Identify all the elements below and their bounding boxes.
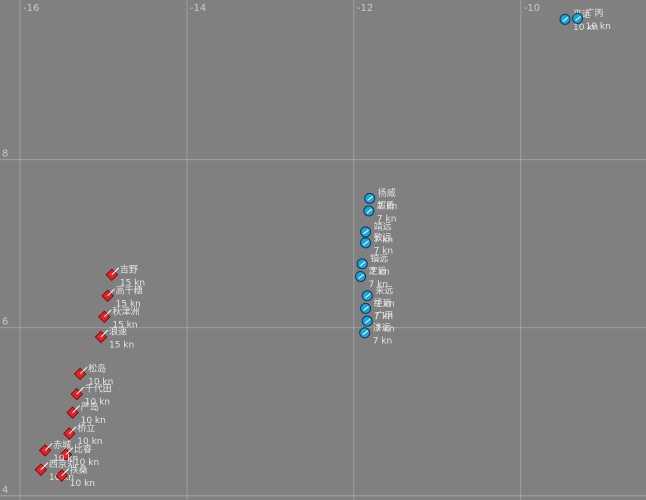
heading-line [363, 229, 369, 235]
ship-name: 扶桑 [70, 464, 88, 476]
heading-line [76, 386, 85, 395]
ship-name: 严岛 [81, 401, 99, 413]
ship-name: 定远 [369, 265, 387, 277]
ship-name: 平远 [573, 9, 591, 20]
heading-line [79, 366, 88, 375]
heading-line [107, 288, 116, 297]
ship-speed: 7 kn [373, 336, 393, 346]
ship-name: 浪速 [109, 325, 127, 337]
ship-name: 来远 [375, 285, 393, 296]
ship-speed: 10 kn [81, 416, 106, 426]
ship-name: 西京丸 [49, 458, 76, 470]
heading-line [68, 426, 77, 434]
heading-line [364, 318, 371, 324]
ship-speed: 10 kn [74, 458, 99, 468]
ship-name: 千代田 [85, 384, 112, 395]
heading-line [65, 447, 74, 455]
ship-speed: 7 kn [375, 325, 395, 335]
heading-line [359, 261, 366, 267]
ship-speed: 15 kn [120, 278, 145, 288]
ship-name: 秋津洲 [112, 305, 139, 317]
y-tick-label: 6 [2, 317, 8, 328]
ship-name: 镇远 [370, 252, 388, 264]
ship-speed: 15 kn [112, 320, 137, 330]
ship-name: 松岛 [88, 362, 106, 374]
ship-name: 赤城 [53, 440, 71, 451]
heading-line [103, 309, 112, 318]
ship-name: 桥立 [77, 422, 95, 434]
ship-speed: 10 kn [88, 377, 113, 387]
x-tick-label: -14 [190, 3, 206, 14]
ship-speed: 7 kn [374, 235, 394, 245]
heading-line [111, 267, 120, 276]
heading-line [72, 405, 80, 413]
ship-speed: 7 kn [375, 299, 395, 309]
ship-name: 经远 [374, 297, 392, 309]
ship-speed: 10 kn [70, 479, 95, 489]
heading-line [61, 468, 70, 476]
heading-line [575, 16, 581, 21]
ship-speed: 10 kn [85, 398, 110, 408]
ship-name: 高千穗 [116, 284, 143, 296]
heading-line [362, 330, 369, 336]
y-tick-label: 8 [2, 149, 8, 160]
ship-name: 超勇 [377, 199, 395, 211]
heading-line [562, 16, 569, 22]
x-tick-label: -16 [23, 3, 39, 14]
heading-line [364, 293, 371, 299]
heading-line [363, 306, 369, 311]
ship-speed: 7 kn [377, 214, 397, 224]
heading-line [366, 208, 373, 214]
ship-speed: 10 kn [573, 23, 598, 33]
ship-name: 广丙 [586, 7, 604, 19]
ship-speed: 15 kn [109, 340, 134, 350]
ship-speed: 7 kn [378, 202, 398, 212]
x-tick-label: -10 [524, 3, 540, 14]
ship-speed: 7 kn [370, 267, 390, 277]
heading-line [100, 329, 109, 338]
y-tick-label: 4 [2, 485, 8, 496]
ship-name: 致远 [374, 231, 392, 243]
heading-line [40, 462, 49, 471]
ship-speed: 10 kn [77, 437, 102, 447]
ship-speed: 7 kn [374, 312, 394, 322]
heading-line [44, 443, 53, 451]
x-tick-label: -12 [357, 3, 373, 14]
ship-speed: 7 kn [374, 246, 394, 256]
ship-speed: 7 kn [369, 280, 389, 290]
ship-speed: 10 kn [53, 454, 78, 464]
heading-line [367, 195, 374, 201]
ship-name: 吉野 [120, 264, 138, 275]
ship-name: 济远 [373, 321, 391, 333]
ship-name: 比睿 [74, 443, 92, 455]
ship-speed: 15 kn [116, 299, 141, 309]
heading-line [358, 274, 364, 279]
ship-name: 靖远 [374, 220, 392, 232]
ship-name: 广甲 [375, 310, 393, 322]
ship-name: 扬威 [378, 187, 396, 199]
heading-line [363, 240, 369, 246]
ship-speed: 10 kn [586, 22, 611, 32]
